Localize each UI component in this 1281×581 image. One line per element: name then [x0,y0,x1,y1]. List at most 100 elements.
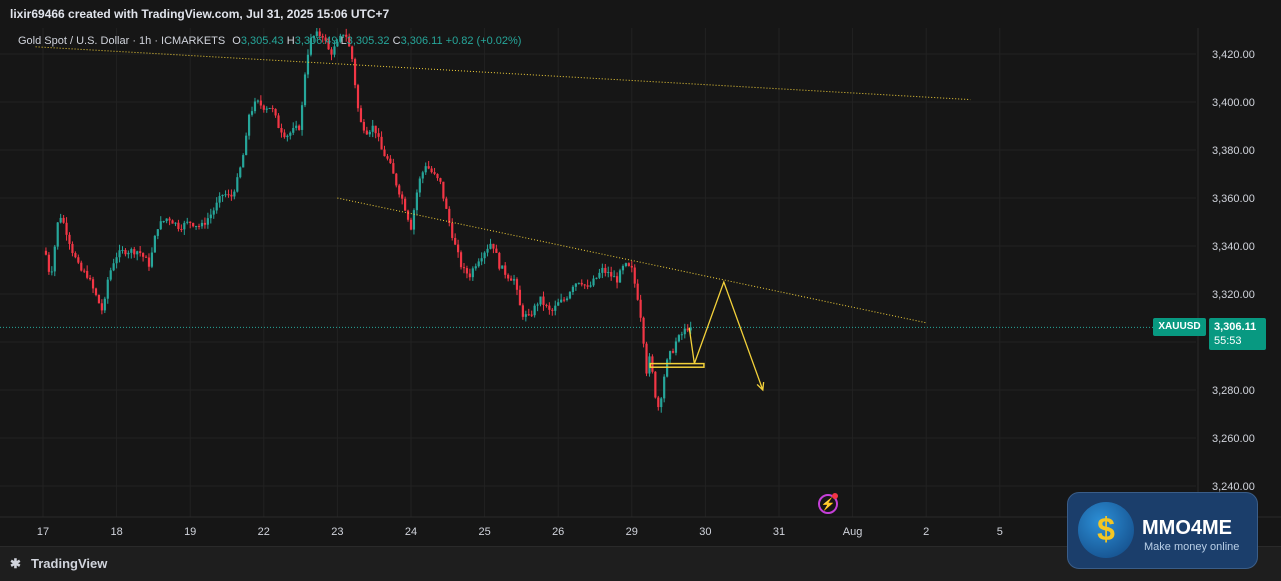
candle-body[interactable] [468,273,471,278]
candle-body[interactable] [345,34,348,37]
candle-body[interactable] [615,276,619,283]
candle-body[interactable] [439,178,442,182]
candle-body[interactable] [271,108,274,110]
candle-body[interactable] [80,262,83,271]
candle-body[interactable] [94,288,98,295]
candle-body[interactable] [74,253,77,258]
candle-body[interactable] [356,85,360,109]
candle-body[interactable] [362,121,365,131]
candle-body[interactable] [268,108,271,110]
candle-body[interactable] [103,298,106,311]
candle-body[interactable] [68,234,71,244]
candle-body[interactable] [277,115,280,128]
candle-body[interactable] [371,125,374,132]
candle-body[interactable] [215,202,218,211]
candle-body[interactable] [153,235,156,253]
candle-body[interactable] [112,263,115,271]
candle-body[interactable] [209,214,212,219]
tradingview-logo[interactable]: ✱ TradingView [10,556,107,572]
candle-body[interactable] [221,194,224,197]
candle-body[interactable] [353,59,357,86]
candle-body[interactable] [474,266,477,269]
candle-body[interactable] [124,249,127,255]
candle-body[interactable] [186,221,189,223]
candle-body[interactable] [121,249,124,251]
candle-body[interactable] [501,265,504,269]
candle-body[interactable] [351,46,354,60]
candle-body[interactable] [480,258,483,262]
candle-body[interactable] [607,272,610,274]
candle-body[interactable] [118,250,121,258]
candle-body[interactable] [471,268,474,278]
candle-body[interactable] [433,172,436,174]
candle-body[interactable] [177,222,180,229]
candle-body[interactable] [680,334,683,336]
candle-body[interactable] [451,222,454,238]
candle-body[interactable] [242,155,245,168]
candle-body[interactable] [106,279,109,299]
candle-body[interactable] [336,41,339,47]
candle-body[interactable] [386,156,389,159]
candle-body[interactable] [136,251,139,255]
candle-body[interactable] [568,292,572,299]
candle-body[interactable] [436,173,439,179]
candle-body[interactable] [359,108,363,122]
candle-body[interactable] [77,257,80,263]
candle-body[interactable] [418,178,421,193]
candle-body[interactable] [580,282,583,285]
candle-body[interactable] [495,248,498,253]
candle-body[interactable] [339,35,342,42]
candle-body[interactable] [492,243,495,249]
candle-body[interactable] [109,270,112,280]
candle-body[interactable] [330,49,333,55]
candle-body[interactable] [233,191,236,197]
candle-body[interactable] [139,251,142,254]
candle-body[interactable] [324,37,327,41]
candle-body[interactable] [398,185,401,195]
candle-body[interactable] [565,298,569,300]
candle-body[interactable] [486,248,489,253]
candle-body[interactable] [671,351,675,353]
legend-symbol[interactable]: Gold Spot / U.S. Dollar · 1h · ICMARKETS [18,35,226,47]
candle-body[interactable] [218,196,221,203]
candle-body[interactable] [171,220,174,224]
candle-body[interactable] [150,252,154,267]
candle-body[interactable] [442,181,445,199]
candle-body[interactable] [262,105,265,110]
candle-body[interactable] [401,194,404,199]
candle-body[interactable] [448,208,451,223]
candle-body[interactable] [280,127,283,133]
candle-body[interactable] [521,305,524,317]
candle-body[interactable] [621,266,625,271]
candle-body[interactable] [206,218,209,225]
candle-body[interactable] [156,229,159,236]
candle-body[interactable] [663,376,666,399]
candle-body[interactable] [557,302,560,306]
candle-body[interactable] [533,305,536,316]
candle-body[interactable] [610,272,613,277]
candle-body[interactable] [633,267,636,284]
candle-body[interactable] [245,135,248,156]
candle-body[interactable] [174,222,177,224]
candle-body[interactable] [668,351,672,360]
candle-body[interactable] [598,272,601,278]
candle-body[interactable] [115,257,118,264]
candle-body[interactable] [250,111,254,115]
candle-body[interactable] [91,279,95,289]
candle-body[interactable] [259,100,262,106]
candle-body[interactable] [65,222,68,235]
candle-body[interactable] [62,217,65,223]
candle-body[interactable] [194,225,198,227]
candle-body[interactable] [636,283,639,300]
candle-body[interactable] [498,252,501,269]
candle-body[interactable] [230,194,233,197]
candle-body[interactable] [59,217,62,223]
candle-body[interactable] [212,210,215,215]
candle-body[interactable] [56,222,59,247]
candle-body[interactable] [518,289,522,306]
candle-body[interactable] [168,218,171,221]
candle-body[interactable] [627,263,630,266]
candle-body[interactable] [527,314,530,316]
candle-body[interactable] [227,194,230,196]
candle-body[interactable] [515,279,519,290]
